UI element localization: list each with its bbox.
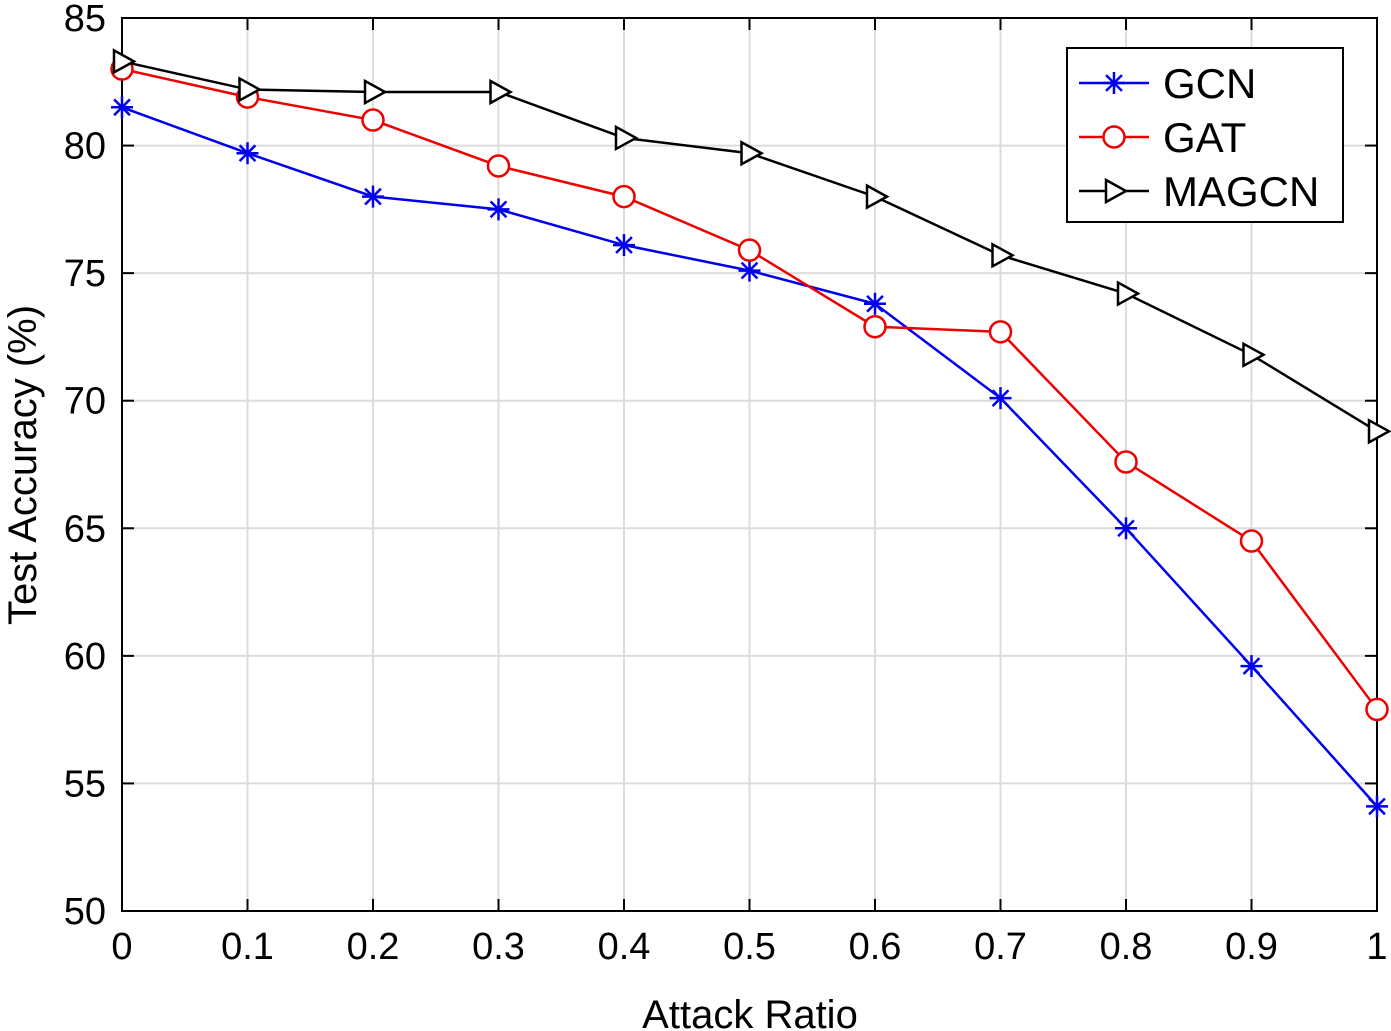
x-tick-label: 1 (1366, 926, 1387, 968)
data-point-gat (612, 184, 636, 209)
data-point-gcn (989, 387, 1012, 410)
legend-marker-magcn (1104, 177, 1129, 205)
x-tick-label: 0.6 (849, 926, 902, 968)
data-point-gat (1365, 697, 1389, 722)
data-point-magcn (1242, 341, 1267, 368)
series-gcn (111, 96, 1388, 818)
x-tick-label: 0.4 (598, 926, 651, 968)
data-point-gcn (1240, 655, 1263, 678)
data-point-gcn (236, 142, 259, 165)
y-tick-label: 65 (64, 508, 106, 550)
y-tick-label: 75 (64, 253, 106, 295)
data-point-gcn (487, 198, 510, 221)
legend-marker-gcn (1103, 72, 1125, 94)
y-axis-title: Test Accuracy (%) (1, 305, 45, 625)
y-tick-label: 85 (64, 0, 106, 40)
x-axis-title: Attack Ratio (642, 993, 858, 1031)
data-point-gat (1239, 529, 1264, 553)
data-point-gcn (362, 185, 384, 208)
data-point-magcn (614, 124, 639, 152)
y-tick-label: 80 (64, 126, 106, 168)
legend-label-magcn: MAGCN (1163, 168, 1319, 215)
legend-item-magcn: MAGCN (1079, 168, 1319, 215)
series-group (110, 48, 1391, 818)
data-point-gcn (1115, 517, 1137, 540)
legend-item-gcn: GCN (1079, 60, 1256, 107)
y-tick-label: 70 (64, 381, 106, 423)
data-point-magcn (1367, 418, 1391, 445)
data-point-magcn (740, 140, 765, 167)
data-point-magcn (112, 48, 137, 75)
legend-label-gcn: GCN (1163, 60, 1256, 107)
x-tick-label: 0 (111, 926, 132, 968)
x-tick-label: 0.9 (1225, 926, 1278, 968)
data-point-magcn (865, 183, 890, 210)
x-tick-label: 0.1 (221, 926, 274, 968)
data-point-magcn (991, 242, 1016, 269)
x-tick-label: 0.8 (1100, 926, 1153, 968)
data-point-gcn (864, 292, 886, 315)
data-point-gat (486, 154, 511, 178)
x-tick-label: 0.7 (974, 926, 1027, 968)
data-point-gat (737, 238, 762, 262)
x-tick-label: 0.5 (723, 926, 776, 968)
legend-item-gat: GAT (1079, 114, 1246, 161)
y-tick-label: 55 (64, 763, 106, 805)
data-point-magcn (1116, 280, 1141, 307)
legend: GCN GAT MAGCN (1066, 47, 1344, 223)
data-point-magcn (238, 76, 263, 103)
axis-ticks: 0 0.1 0.2 0.3 0.4 0.5 0.6 0.7 0.8 0.9 1 50 55 60 65 70 7… (64, 0, 1388, 968)
data-point-gcn (1366, 795, 1388, 818)
data-point-gat (863, 314, 887, 339)
y-tick-label: 60 (64, 636, 106, 678)
data-point-gat (1114, 450, 1138, 474)
x-tick-label: 0.2 (347, 926, 400, 968)
y-tick-label: 50 (64, 891, 106, 933)
data-point-gcn (738, 259, 761, 282)
data-point-magcn (489, 78, 514, 106)
data-point-gcn (613, 234, 635, 257)
data-point-gat (988, 320, 1013, 344)
data-point-magcn (363, 78, 388, 106)
legend-marker-gat (1102, 125, 1126, 149)
series-gat (110, 57, 1389, 722)
legend-label-gat: GAT (1163, 114, 1246, 161)
x-tick-label: 0.3 (472, 926, 525, 968)
series-magcn (112, 48, 1391, 445)
data-point-gat (361, 108, 385, 132)
data-point-gcn (111, 96, 133, 119)
